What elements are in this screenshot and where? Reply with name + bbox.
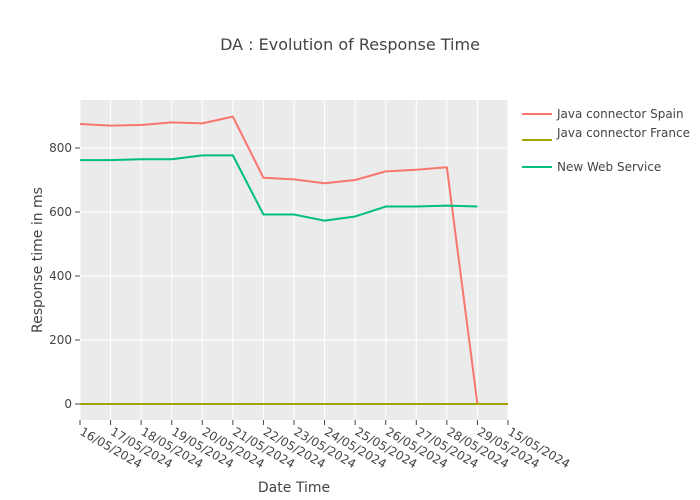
legend: Java connector Spain Java connector Franc… — [522, 107, 690, 174]
x-axis-title: Date Time — [258, 480, 330, 496]
series-line — [79, 115, 479, 405]
legend-label: Java connector France — [556, 126, 690, 140]
y-tick-label: 800 — [49, 141, 72, 155]
legend-label: Java connector Spain — [556, 107, 684, 121]
y-tick-label: 200 — [49, 333, 72, 347]
series-line — [80, 154, 478, 222]
chart-title: DA : Evolution of Response Time — [220, 35, 480, 54]
y-axis-title: Response time in ms — [30, 187, 46, 333]
x-axis-ticks: 16/05/202417/05/202418/05/202419/05/2024… — [78, 420, 572, 471]
y-axis-ticks: 0 200 400 600 800 — [49, 141, 80, 411]
y-tick-label: 0 — [64, 397, 72, 411]
y-tick-label: 600 — [49, 205, 72, 219]
series-lines — [79, 115, 508, 405]
y-tick-label: 400 — [49, 269, 72, 283]
grid-lines — [79, 100, 509, 420]
legend-label: New Web Service — [557, 160, 661, 174]
